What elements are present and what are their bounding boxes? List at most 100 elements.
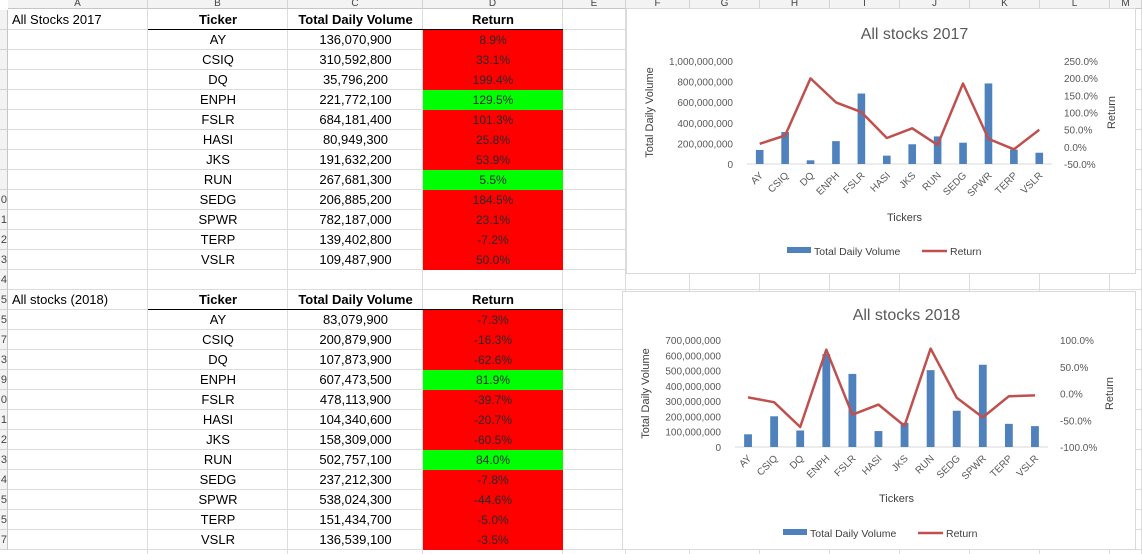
row-header[interactable]: 5: [0, 490, 8, 510]
row-header[interactable]: [0, 90, 8, 110]
return-cell[interactable]: -3.5%: [423, 530, 563, 550]
row-header[interactable]: 0: [0, 190, 8, 210]
row-header[interactable]: [0, 30, 8, 50]
return-cell[interactable]: -44.6%: [423, 490, 563, 510]
volume-cell[interactable]: 109,487,900: [319, 252, 392, 267]
row-header[interactable]: 7: [0, 330, 8, 350]
row-header[interactable]: 0: [0, 390, 8, 410]
return-cell[interactable]: -16.3%: [423, 330, 563, 350]
return-cell[interactable]: -7.8%: [423, 470, 563, 490]
ticker-cell[interactable]: VSLR: [201, 532, 235, 547]
table-title[interactable]: All stocks (2018): [12, 292, 109, 307]
ticker-cell[interactable]: JKS: [206, 152, 230, 167]
return-cell[interactable]: -20.7%: [423, 410, 563, 430]
return-cell[interactable]: 81.9%: [423, 370, 563, 390]
return-cell[interactable]: -7.3%: [423, 310, 563, 330]
row-header[interactable]: [0, 50, 8, 70]
ticker-cell[interactable]: FSLR: [201, 112, 235, 127]
volume-cell[interactable]: 310,592,800: [319, 52, 392, 67]
column-header-c[interactable]: C: [288, 0, 423, 9]
ticker-cell[interactable]: HASI: [202, 132, 234, 147]
volume-cell[interactable]: 158,309,000: [319, 432, 392, 447]
return-cell[interactable]: -5.0%: [423, 510, 563, 530]
row-header[interactable]: 1: [0, 410, 8, 430]
column-header-a[interactable]: A: [8, 0, 148, 9]
return-cell[interactable]: 23.1%: [423, 210, 563, 230]
ticker-cell[interactable]: SEDG: [199, 192, 237, 207]
column-header-d[interactable]: D: [423, 0, 563, 9]
row-header[interactable]: [0, 170, 8, 190]
row-header[interactable]: 3: [0, 250, 8, 270]
header-return[interactable]: Return: [472, 292, 514, 307]
return-cell[interactable]: 25.8%: [423, 130, 563, 150]
volume-cell[interactable]: 191,632,200: [319, 152, 392, 167]
column-header-b[interactable]: B: [148, 0, 288, 9]
volume-cell[interactable]: 478,113,900: [319, 392, 392, 407]
return-cell[interactable]: 33.1%: [423, 50, 563, 70]
volume-cell[interactable]: 136,539,100: [319, 532, 392, 547]
row-header[interactable]: [0, 150, 8, 170]
row-header[interactable]: 7: [0, 530, 8, 550]
row-header[interactable]: [0, 110, 8, 130]
volume-cell[interactable]: 782,187,000: [319, 212, 392, 227]
row-header[interactable]: 3: [0, 450, 8, 470]
ticker-cell[interactable]: DQ: [208, 352, 228, 367]
return-cell[interactable]: 199.4%: [423, 70, 563, 90]
volume-cell[interactable]: 151,434,700: [319, 512, 392, 527]
chart-2017[interactable]: All stocks 2017 0 200,000,000 400,000,000 60…: [626, 8, 1136, 274]
row-header[interactable]: [0, 70, 8, 90]
volume-cell[interactable]: 607,473,500: [319, 372, 392, 387]
ticker-cell[interactable]: JKS: [206, 432, 230, 447]
header-ticker[interactable]: Ticker: [198, 12, 238, 27]
ticker-cell[interactable]: CSIQ: [202, 332, 234, 347]
return-cell[interactable]: -39.7%: [423, 390, 563, 410]
ticker-cell[interactable]: AY: [209, 312, 227, 327]
row-header[interactable]: 2: [0, 430, 8, 450]
return-cell[interactable]: -7.2%: [423, 230, 563, 250]
ticker-cell[interactable]: AY: [209, 32, 227, 47]
volume-cell[interactable]: 136,070,900: [319, 32, 392, 47]
row-header[interactable]: 4: [0, 470, 8, 490]
return-cell[interactable]: 5.5%: [423, 170, 563, 190]
table-title[interactable]: All Stocks 2017: [12, 12, 102, 27]
ticker-cell[interactable]: ENPH: [199, 372, 237, 387]
row-header[interactable]: 3: [0, 350, 8, 370]
volume-cell[interactable]: 267,681,300: [319, 172, 392, 187]
volume-cell[interactable]: 107,873,900: [319, 352, 392, 367]
row-header[interactable]: 2: [0, 230, 8, 250]
volume-cell[interactable]: 502,757,100: [319, 452, 392, 467]
return-cell[interactable]: 53.9%: [423, 150, 563, 170]
header-volume[interactable]: Total Daily Volume: [298, 12, 413, 27]
ticker-cell[interactable]: TERP: [200, 232, 236, 247]
volume-cell[interactable]: 83,079,900: [322, 312, 389, 327]
row-header[interactable]: 5: [0, 290, 8, 310]
ticker-cell[interactable]: DQ: [208, 72, 228, 87]
ticker-cell[interactable]: FSLR: [201, 392, 235, 407]
return-cell[interactable]: 8.9%: [423, 30, 563, 50]
ticker-cell[interactable]: TERP: [200, 512, 236, 527]
ticker-cell[interactable]: VSLR: [201, 252, 235, 267]
volume-cell[interactable]: 237,212,300: [319, 472, 392, 487]
return-cell[interactable]: 129.5%: [423, 90, 563, 110]
volume-cell[interactable]: 139,402,800: [319, 232, 392, 247]
row-header[interactable]: 1: [0, 210, 8, 230]
ticker-cell[interactable]: CSIQ: [202, 52, 234, 67]
row-header[interactable]: [0, 10, 8, 30]
return-cell[interactable]: 50.0%: [423, 250, 563, 270]
volume-cell[interactable]: 206,885,200: [319, 192, 392, 207]
row-header[interactable]: 9: [0, 370, 8, 390]
row-header[interactable]: 5: [0, 510, 8, 530]
header-volume[interactable]: Total Daily Volume: [298, 292, 413, 307]
return-cell[interactable]: -60.5%: [423, 430, 563, 450]
ticker-cell[interactable]: SEDG: [199, 472, 237, 487]
return-cell[interactable]: 84.0%: [423, 450, 563, 470]
header-return[interactable]: Return: [472, 12, 514, 27]
ticker-cell[interactable]: HASI: [202, 412, 234, 427]
ticker-cell[interactable]: SPWR: [198, 212, 238, 227]
volume-cell[interactable]: 80,949,300: [322, 132, 389, 147]
header-ticker[interactable]: Ticker: [198, 292, 238, 307]
ticker-cell[interactable]: RUN: [203, 172, 233, 187]
volume-cell[interactable]: 35,796,200: [322, 72, 389, 87]
volume-cell[interactable]: 538,024,300: [319, 492, 392, 507]
return-cell[interactable]: 101.3%: [423, 110, 563, 130]
